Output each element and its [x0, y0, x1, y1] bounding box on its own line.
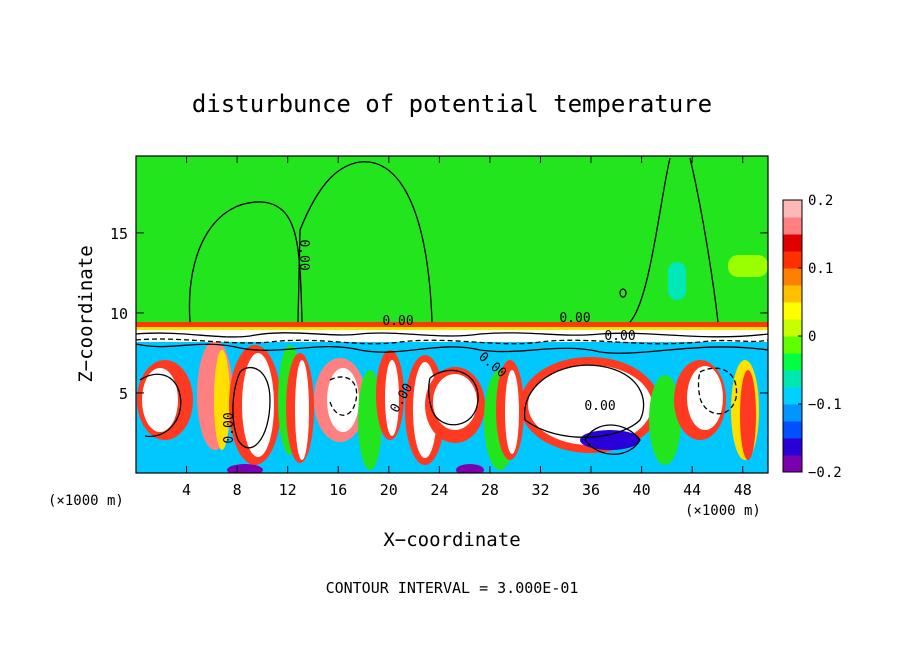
x-tick-label: 4 — [182, 481, 191, 499]
turbulent-blobs — [137, 342, 759, 473]
colorbar-segment — [783, 285, 802, 303]
contour-label: 0.00 — [604, 329, 635, 344]
x-unit-left: (×1000 m) — [48, 493, 124, 509]
contour-label: 0.00 — [382, 314, 413, 329]
y-tick-label: 15 — [110, 225, 128, 243]
contour-line-lower-2 — [232, 367, 271, 449]
field-blob — [687, 366, 723, 430]
field-blob — [580, 430, 640, 450]
colorbar-segment — [783, 455, 802, 473]
x-tick-label: 44 — [683, 481, 701, 499]
x-axis-label: X−coordinate — [383, 529, 520, 551]
contour-line-layer-mid — [136, 343, 768, 354]
colorbar-segment — [783, 234, 802, 252]
contour-line-layer-dashed — [136, 338, 768, 345]
contour-label: 0.00 — [296, 239, 311, 270]
colorbar-segment — [783, 336, 802, 354]
contour-line-lower-3 — [428, 369, 479, 426]
contour-line-lower-1 — [139, 373, 182, 438]
x-unit-right: (×1000 m) — [685, 503, 761, 519]
y-tick-label: 5 — [119, 385, 128, 403]
colorbar-segment — [783, 404, 802, 422]
x-tick-label: 16 — [329, 481, 347, 499]
x-tick-label: 40 — [633, 481, 651, 499]
contour-interval-note: CONTOUR INTERVAL = 3.000E-01 — [326, 579, 579, 597]
contour-line-center-dome — [297, 161, 433, 323]
contour-line-layer-top — [136, 332, 768, 338]
colorbar-segment — [783, 438, 802, 456]
field-blob — [214, 350, 230, 450]
contour-label: 0.00 — [559, 311, 590, 326]
field-blob — [505, 370, 519, 454]
field-blob — [433, 374, 477, 430]
yellow-patch — [728, 255, 768, 277]
x-tick-label: 8 — [233, 481, 242, 499]
contour-line-small — [619, 288, 627, 298]
field-blob — [385, 360, 399, 436]
colorbar-tick-label: 0 — [808, 329, 816, 345]
colorbar-ticks: 0.2 0.1 0 −0.1 −0.2 — [798, 193, 842, 481]
colorbar-segment — [783, 370, 802, 388]
field-blob — [528, 365, 652, 445]
colorbar-segment — [783, 353, 802, 371]
contour-line-lower-4 — [524, 364, 645, 438]
colorbar-tick-label: 0.1 — [808, 261, 833, 277]
y-tick-label: 10 — [110, 305, 128, 323]
colorbar-segment — [783, 387, 802, 405]
x-tick-label: 28 — [481, 481, 499, 499]
colorbar-segment — [783, 200, 802, 218]
x-tick-label: 32 — [531, 481, 549, 499]
colorbar-segment — [783, 319, 802, 337]
colorbar-segment — [783, 302, 802, 320]
plot-area: 0.000.00 0.000.000.000.000.000.00 — [136, 156, 768, 473]
contour-label: 0.00 — [584, 399, 615, 414]
colorbar-segment — [783, 421, 802, 439]
colorbar-tick-label: −0.1 — [808, 397, 842, 413]
colorbar-tick-label: 0.2 — [808, 193, 833, 209]
inversion-band-red — [136, 322, 768, 327]
x-axis: 4 8 12 16 20 24 28 32 36 40 44 48 — [182, 156, 752, 499]
contour-label: 0.00 — [222, 412, 237, 443]
x-tick-label: 20 — [380, 481, 398, 499]
y-axis: 5 10 15 — [110, 225, 768, 403]
colorbar-tick-label: −0.2 — [808, 465, 842, 481]
contour-line-right-dome — [629, 157, 719, 323]
colorbar-segment — [783, 217, 802, 235]
colorbar — [782, 199, 803, 473]
x-tick-label: 36 — [582, 481, 600, 499]
x-tick-label: 48 — [734, 481, 752, 499]
field-blob — [327, 368, 359, 432]
field-blob — [740, 370, 756, 460]
turbulent-layer — [136, 342, 768, 473]
contour-line-lower-6 — [697, 367, 738, 415]
colorbar-segment — [783, 268, 802, 286]
chart-title: disturbunce of potential temperature — [192, 90, 712, 118]
contour-line-lower-5 — [584, 424, 641, 455]
colorbar-segment — [783, 251, 802, 269]
y-axis-label: Z−coordinate — [75, 245, 97, 382]
cyan-patch — [668, 262, 686, 300]
field-blob — [456, 464, 484, 473]
inversion-band-yellow — [136, 327, 768, 330]
field-blob — [649, 375, 681, 465]
field-blob — [142, 368, 178, 432]
x-tick-label: 12 — [279, 481, 297, 499]
field-blob — [227, 464, 263, 473]
x-tick-label: 24 — [430, 481, 448, 499]
contour-line-lower-7 — [329, 376, 358, 416]
field-blob — [295, 360, 309, 460]
contour-lines — [136, 157, 768, 455]
plot-frame — [135, 155, 769, 474]
